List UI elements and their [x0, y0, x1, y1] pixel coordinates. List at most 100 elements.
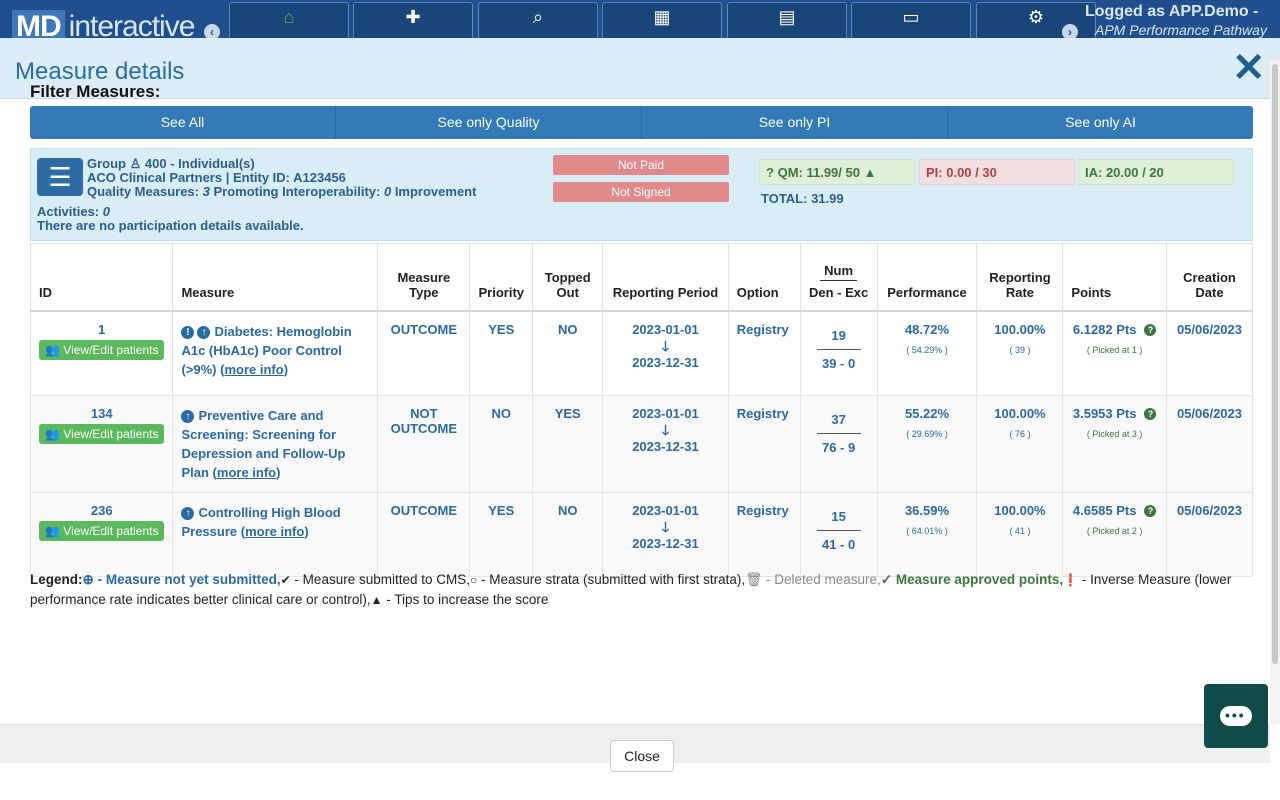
col-option[interactable]: Option — [727, 243, 801, 312]
home-icon: ⌂ — [283, 7, 295, 27]
measure-type-cell: OUTCOME — [377, 310, 471, 396]
measure-id-cell: 1 👥 View/Edit patients — [29, 310, 174, 396]
group-line: Group ♙ 400 - Individual(s) — [87, 156, 255, 171]
not-signed-badge: Not Signed — [553, 182, 729, 202]
performance-cell: 36.59%( 64.01% ) — [876, 491, 978, 577]
ia-score: IA: 20.00 / 20 — [1078, 159, 1234, 185]
filter-button-group: See All See only Quality See only PI See… — [30, 106, 1253, 139]
col-measure[interactable]: Measure — [172, 243, 379, 312]
measure-id-cell: 134 👥 View/Edit patients — [29, 394, 174, 493]
num-den-cell: 37 76 - 9 — [799, 394, 878, 493]
approved-icon: ✓ — [880, 572, 893, 587]
col-id[interactable]: ID — [29, 243, 174, 312]
filter-see-all-button[interactable]: See All — [30, 106, 336, 139]
num-den-cell: 15 41 - 0 — [799, 491, 878, 577]
not-submitted-icon: ↑ — [181, 409, 195, 423]
strata-icon: ○ — [470, 573, 478, 587]
more-info-link[interactable]: more info — [216, 464, 277, 480]
archive-icon: ▭ — [902, 7, 920, 27]
total-score: TOTAL: 31.99 — [761, 191, 844, 206]
nav-tab-home[interactable]: ⌂ — [229, 2, 349, 42]
col-reporting-period[interactable]: Reporting Period — [602, 243, 729, 312]
question-icon[interactable]: ? — [1144, 407, 1157, 420]
close-button[interactable]: Close — [610, 740, 674, 772]
menu-icon[interactable]: ☰ — [37, 158, 83, 196]
arrow-down-icon: 🡓 — [661, 338, 670, 354]
chevron-left-icon[interactable]: ‹ — [204, 24, 220, 40]
filter-pi-button[interactable]: See only PI — [642, 106, 948, 139]
activities-line: Activities: 0 — [37, 204, 110, 219]
col-priority[interactable]: Priority — [469, 243, 534, 312]
reporting-rate-cell: 100.00%( 41 ) — [976, 491, 1064, 577]
reporting-period-cell: 2023-01-01 🡓 2023-12-31 — [602, 491, 729, 577]
nav-tab-search[interactable]: ⌕ — [478, 2, 598, 39]
measure-type-cell: OUTCOME — [377, 491, 471, 577]
users-icon: 👥 — [45, 426, 60, 441]
view-edit-patients-button[interactable]: 👥 View/Edit patients — [39, 340, 165, 360]
topped-out-cell: NO — [532, 310, 604, 396]
legend: Legend:⊕ - Measure not yet submitted,✔ -… — [30, 572, 1232, 607]
search-icon: ⌕ — [532, 7, 544, 27]
col-reporting-rate[interactable]: Reporting Rate — [976, 243, 1064, 312]
points-cell: 6.1282 Pts?( Picked at 1 ) — [1062, 310, 1167, 396]
nav-tab-excel[interactable]: ▤ — [727, 2, 847, 39]
excel-icon: ▤ — [778, 7, 796, 27]
filter-quality-button[interactable]: See only Quality — [336, 106, 642, 139]
view-edit-patients-button[interactable]: 👥 View/Edit patients — [39, 423, 165, 444]
arrow-down-icon: 🡓 — [661, 421, 670, 438]
submitted-icon: ✔ — [280, 573, 291, 587]
close-icon[interactable]: ✕ — [1232, 46, 1266, 90]
points-cell: 3.5953 Pts?( Picked at 3 ) — [1062, 394, 1167, 493]
col-performance[interactable]: Performance — [876, 243, 978, 312]
performance-cell: 48.72%( 54.29% ) — [876, 310, 978, 396]
table-row: 236 👥 View/Edit patients ↑ Controlling Hig… — [29, 491, 1254, 577]
topped-out-cell: YES — [532, 394, 604, 493]
col-num-den[interactable]: Num Den - Exc — [799, 243, 878, 312]
nav-tab-add[interactable]: ✚ — [353, 2, 473, 39]
topped-out-cell: NO — [532, 491, 604, 577]
nav-tab-archive[interactable]: ▭ — [851, 2, 971, 39]
warning-icon[interactable]: ▲ — [863, 165, 877, 180]
not-submitted-icon: ↑ — [181, 506, 195, 520]
performance-cell: 55.22%( 29.69% ) — [876, 394, 978, 493]
chevron-right-icon[interactable]: › — [1062, 24, 1078, 40]
participation-note: There are no participation details avail… — [37, 218, 304, 233]
table-icon: ▦ — [653, 7, 671, 27]
entity-line: ACO Clinical Partners | Entity ID: A1234… — [87, 170, 346, 185]
filter-ai-button[interactable]: See only AI — [1065, 114, 1136, 130]
trash-icon: 🗑 — [745, 572, 763, 587]
table-header-row: ID Measure Measure Type Priority Topped Ou… — [29, 243, 1254, 312]
question-icon[interactable]: ? — [1144, 324, 1157, 336]
priority-cell: YES — [469, 310, 534, 396]
not-submitted-icon: ↑ — [197, 326, 211, 339]
creation-date-cell: 05/06/2023 — [1165, 491, 1254, 577]
pi-score: PI: 0.00 / 30 — [919, 159, 1075, 185]
creation-date-cell: 05/06/2023 — [1165, 394, 1254, 493]
col-points[interactable]: Points — [1062, 243, 1167, 312]
more-info-link[interactable]: more info — [245, 523, 305, 539]
plus-icon: ✚ — [405, 7, 421, 27]
nav-tab-table[interactable]: ▦ — [602, 2, 722, 39]
group-summary-panel: ☰ Group ♙ 400 - Individual(s) ACO Clinic… — [30, 148, 1253, 241]
table-row: 134 👥 View/Edit patients ↑ Preventive Care… — [29, 394, 1254, 493]
users-icon: 👥 — [45, 343, 60, 357]
modal-title: Measure details — [15, 58, 185, 85]
measures-table: ID Measure Measure Type Priority Topped Ou… — [29, 243, 1254, 577]
app-logo[interactable]: MD interactive — [12, 10, 195, 44]
reporting-period-cell: 2023-01-01 🡓 2023-12-31 — [602, 310, 729, 396]
more-info-link[interactable]: more info — [224, 362, 284, 377]
col-topped-out[interactable]: Topped Out — [532, 243, 604, 312]
filter-title: Filter Measures: — [30, 82, 161, 101]
question-icon[interactable]: ? — [1144, 504, 1157, 517]
arrow-down-icon: 🡓 — [661, 518, 670, 535]
question-icon[interactable]: ? — [766, 165, 774, 180]
user-icon: ♙ — [129, 156, 142, 171]
chat-dots-icon: ••• — [1225, 707, 1246, 723]
modal-scrollbar-thumb[interactable] — [1272, 64, 1278, 664]
priority-cell: NO — [469, 394, 534, 493]
chat-widget-button[interactable]: ••• — [1204, 684, 1268, 748]
nav-tab-settings[interactable]: ⚙ — [976, 2, 1096, 39]
view-edit-patients-button[interactable]: 👥 View/Edit patients — [39, 520, 165, 541]
col-creation-date[interactable]: Creation Date — [1165, 243, 1254, 312]
col-measure-type[interactable]: Measure Type — [377, 243, 471, 312]
